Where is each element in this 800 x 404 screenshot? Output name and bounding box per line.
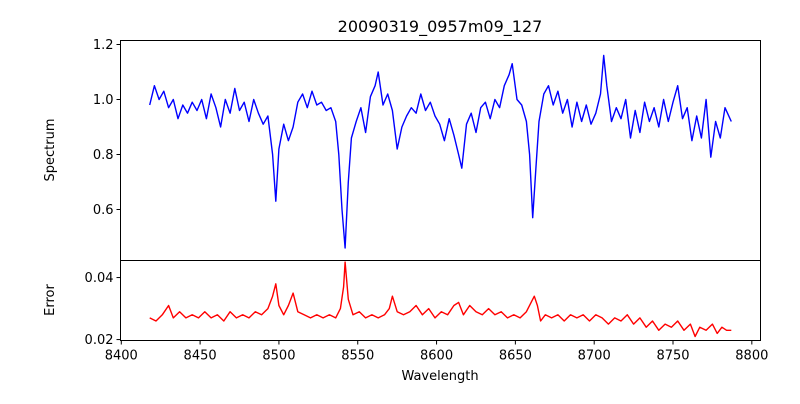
x-tick-label: 8400 — [105, 349, 138, 364]
x-axis-label: Wavelength — [401, 369, 478, 384]
spectrum-y-tick-label: 0.8 — [93, 148, 114, 163]
chart-title: 20090319_0957m09_127 — [338, 17, 543, 37]
spectrum-series-line — [149, 54, 732, 249]
error-y-tick-label: 0.02 — [85, 333, 114, 348]
spectrum-y-tick-label: 1.0 — [93, 93, 114, 108]
bottom-axes-frame — [120, 260, 761, 341]
x-tick-label: 8450 — [184, 349, 217, 364]
spectrum-y-tick-label: 1.2 — [93, 38, 114, 53]
x-tick-label: 8800 — [735, 349, 768, 364]
bottom-y-axis-label: Error — [43, 284, 58, 316]
x-tick-label: 8650 — [499, 349, 532, 364]
x-tick-label: 8600 — [420, 349, 453, 364]
error-y-tick-label: 0.04 — [85, 271, 114, 286]
spectrum-y-tick-label: 0.6 — [93, 203, 114, 218]
x-tick-label: 8700 — [578, 349, 611, 364]
x-tick-label: 8500 — [262, 349, 295, 364]
error-series-line — [149, 261, 732, 338]
top-y-axis-label: Spectrum — [43, 119, 58, 182]
x-tick-label: 8750 — [656, 349, 689, 364]
x-tick-label: 8550 — [341, 349, 374, 364]
